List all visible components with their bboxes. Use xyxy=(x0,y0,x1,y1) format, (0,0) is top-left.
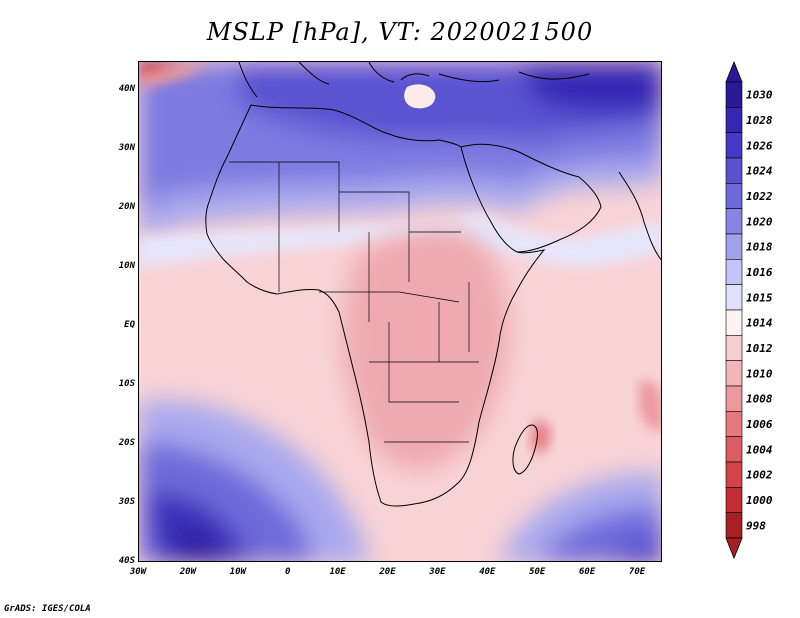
arabia-coastline xyxy=(460,143,602,253)
lon-tick-label: 30W xyxy=(129,567,147,577)
colorbar-top-arrow xyxy=(725,60,743,83)
colorbar-level-label: 1015 xyxy=(746,291,773,304)
lat-tick-label: 30N xyxy=(118,143,135,154)
field-aegean-low xyxy=(404,84,436,109)
lon-tick-label: 10W xyxy=(229,567,246,577)
colorbar-swatch xyxy=(725,487,743,513)
field-nw-low xyxy=(139,62,209,90)
colorbar-level-label: 1022 xyxy=(746,190,773,203)
colorbar-swatch xyxy=(725,157,743,184)
colorbar-level-label: 1010 xyxy=(746,367,773,380)
colorbar-level-label: 1004 xyxy=(746,443,773,456)
lon-tick-label: 30E xyxy=(429,567,446,577)
colorbar-level-label: 1000 xyxy=(746,494,773,507)
colorbar-swatch xyxy=(725,411,743,437)
lon-tick-label: 0 xyxy=(284,567,291,577)
colorbar-swatch xyxy=(725,259,743,285)
colorbar-level-label: 1024 xyxy=(746,165,773,178)
field-east-low xyxy=(639,380,661,432)
lat-tick-label: EQ xyxy=(124,320,135,331)
colorbar-swatch xyxy=(725,436,743,463)
colorbar-level-label: 1008 xyxy=(746,393,773,406)
field-sw-high xyxy=(139,400,369,561)
lon-tick-label: 10E xyxy=(329,567,346,577)
country-borders xyxy=(229,161,479,443)
colorbar-swatch xyxy=(725,512,743,539)
colorbar-swatch xyxy=(725,284,743,311)
colorbar-level-label: 1002 xyxy=(746,469,773,482)
lat-tick-label: 10N xyxy=(118,261,135,272)
field-central-low xyxy=(342,228,510,471)
lon-tick-label: 20W xyxy=(179,567,197,577)
field-se-high xyxy=(499,472,661,561)
colorbar-swatch xyxy=(725,233,743,260)
lon-tick-label: 70E xyxy=(628,567,646,577)
credit-text: GrADS: IGES/COLA xyxy=(4,604,91,614)
colorbar-swatch xyxy=(725,132,743,159)
colorbar-swatch xyxy=(725,107,743,133)
colorbar-level-label: 1006 xyxy=(746,418,773,431)
colorbar-level-label: 1018 xyxy=(746,241,773,254)
colorbar-swatch xyxy=(725,208,743,235)
colorbar-swatch xyxy=(725,360,743,387)
madagascar-coastline xyxy=(512,424,538,475)
colorbar-swatch xyxy=(725,335,743,361)
chart-title: MSLP [hPa], VT: 2020021500 xyxy=(206,18,594,46)
lon-tick-label: 20E xyxy=(379,567,396,577)
colorbar-level-label: 998 xyxy=(746,519,766,532)
colorbar-level-label: 1028 xyxy=(746,114,773,127)
colorbar-level-label: 1012 xyxy=(746,342,773,355)
colorbar-swatch xyxy=(725,309,743,336)
lat-tick-label: 20S xyxy=(118,438,135,449)
colorbar-level-label: 1030 xyxy=(746,89,773,102)
colorbar-swatch xyxy=(725,385,743,412)
colorbar-level-label: 1016 xyxy=(746,266,773,279)
lon-tick-label: 40E xyxy=(479,567,496,577)
india-coastline xyxy=(618,171,661,261)
lon-tick-label: 50E xyxy=(529,567,546,577)
colorbar-level-label: 1026 xyxy=(746,139,773,152)
colorbar-level-label: 1020 xyxy=(746,215,773,228)
colorbar-bottom-arrow xyxy=(725,537,743,560)
lon-tick-label: 60E xyxy=(579,567,596,577)
lat-tick-label: 20N xyxy=(118,202,135,213)
africa-coastline xyxy=(205,104,546,507)
colorbar: 1030 1028 1026 1024 1022 1020 1018 1016 1015 1014… xyxy=(725,60,773,560)
pressure-map xyxy=(138,61,662,562)
colorbar-level-label: 1014 xyxy=(746,317,773,330)
lat-tick-label: 40S xyxy=(118,556,135,566)
lat-tick-label: 30S xyxy=(118,497,135,508)
colorbar-swatch xyxy=(725,461,743,488)
europe-coastline xyxy=(238,62,590,98)
colorbar-swatch xyxy=(725,81,743,108)
lat-tick-label: 40N xyxy=(118,84,135,95)
coastlines xyxy=(205,62,661,507)
lat-tick-label: 10S xyxy=(118,379,135,390)
colorbar-swatch xyxy=(725,183,743,209)
map-canvas xyxy=(139,62,661,561)
